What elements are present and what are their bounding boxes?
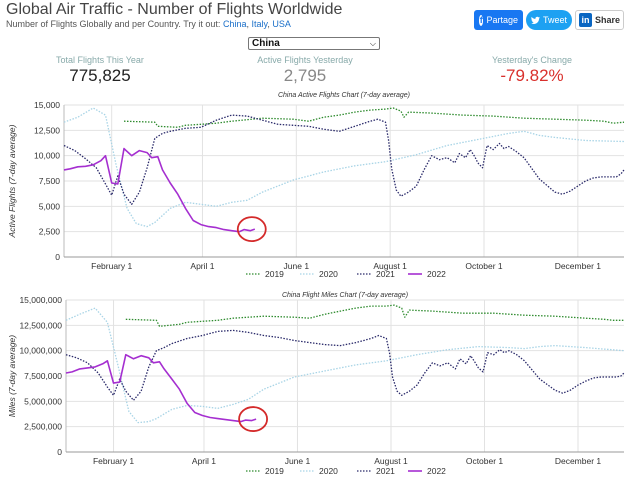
stat-label: Active Flights Yesterday — [257, 55, 353, 65]
facebook-share-button[interactable]: f Partage — [474, 10, 523, 30]
highlight-circle — [236, 216, 267, 243]
link-usa[interactable]: USA — [272, 19, 291, 29]
legend-label-2019: 2019 — [265, 466, 284, 476]
series-line-2020 — [63, 107, 625, 228]
legend-label-2019: 2019 — [265, 269, 284, 279]
x-tick-label: October 1 — [465, 261, 503, 271]
page-header: Global Air Traffic - Number of Flights W… — [0, 0, 640, 34]
y-tick-label: 7,500,000 — [24, 371, 62, 381]
x-tick-label: June 1 — [284, 261, 310, 271]
y-tick-label: 15,000,000 — [19, 295, 62, 305]
x-tick-label: December 1 — [555, 456, 602, 466]
legend-label-2022: 2022 — [427, 466, 446, 476]
active-flights-chart: China Active Flights Chart (7-day averag… — [7, 92, 625, 279]
y-tick-label: 5,000 — [39, 201, 61, 211]
linkedin-share-button[interactable]: in Share — [575, 10, 624, 30]
y-tick-label: 12,500 — [34, 125, 60, 135]
y-tick-label: 15,000 — [34, 100, 60, 110]
chart-legend: 2019 2020 2021 2022 — [246, 269, 446, 279]
stat-label: Total Flights This Year — [56, 55, 144, 65]
country-select-value: China — [252, 38, 280, 49]
y-tick-label: 2,500,000 — [24, 422, 62, 432]
x-tick-label: June 1 — [285, 456, 311, 466]
series-line-2019 — [123, 107, 625, 128]
y-tick-label: 7,500 — [39, 176, 61, 186]
series-line-2020 — [65, 307, 625, 424]
y-tick-label: 0 — [55, 252, 60, 262]
y-axis-label: Miles (7-day average) — [7, 335, 17, 417]
twitter-tweet-label: Tweet — [542, 15, 567, 25]
legend-label-2021: 2021 — [376, 466, 395, 476]
x-tick-label: December 1 — [555, 261, 602, 271]
y-tick-label: 5,000,000 — [24, 396, 62, 406]
facebook-icon: f — [479, 14, 484, 26]
stat-total-flights: Total Flights This Year 775,825 — [0, 55, 200, 86]
series-line-2021 — [63, 114, 625, 205]
x-tick-label: February 1 — [91, 261, 132, 271]
chart-title: China Flight Miles Chart (7-day average) — [282, 292, 408, 299]
legend-label-2020: 2020 — [319, 269, 338, 279]
stat-yesterday-change: Yesterday's Change -79.82% — [432, 55, 632, 86]
y-tick-label: 2,500 — [39, 227, 61, 237]
legend-label-2022: 2022 — [427, 269, 446, 279]
x-tick-label: October 1 — [466, 456, 504, 466]
link-italy[interactable]: Italy — [251, 19, 268, 29]
x-tick-label: April 1 — [190, 261, 214, 271]
series-line-2021 — [65, 329, 625, 401]
linkedin-share-label: Share — [594, 15, 620, 25]
facebook-share-label: Partage — [486, 15, 518, 25]
page-title: Global Air Traffic - Number of Flights W… — [6, 1, 343, 18]
y-axis-label: Active Flights (7-day average) — [7, 124, 17, 238]
country-select[interactable]: China ⌵ — [248, 37, 380, 50]
chart-legend: 2019 2020 2021 2022 — [246, 466, 446, 476]
y-tick-label: 10,000 — [34, 151, 60, 161]
x-tick-label: August 1 — [374, 456, 408, 466]
flight-miles-chart: China Flight Miles Chart (7-day average)… — [7, 292, 625, 476]
page-subtitle: Number of Flights Globally and per Count… — [6, 19, 291, 29]
highlight-circle — [238, 406, 268, 432]
stat-label: Yesterday's Change — [492, 55, 572, 65]
x-tick-label: April 1 — [192, 456, 216, 466]
x-tick-label: August 1 — [373, 261, 407, 271]
legend-label-2021: 2021 — [376, 269, 395, 279]
subtitle-text: Number of Flights Globally and per Count… — [6, 19, 223, 29]
linkedin-icon: in — [579, 13, 592, 27]
twitter-tweet-button[interactable]: Tweet — [526, 10, 572, 30]
twitter-bird-icon — [531, 16, 540, 24]
series-line-2022 — [63, 147, 256, 233]
y-tick-label: 10,000,000 — [19, 346, 62, 356]
stat-value: 775,825 — [69, 66, 131, 85]
chart-title: China Active Flights Chart (7-day averag… — [278, 92, 410, 99]
series-line-2022 — [65, 353, 257, 423]
x-tick-label: February 1 — [93, 456, 134, 466]
stat-value: 2,795 — [283, 66, 327, 85]
series-line-2019 — [125, 304, 624, 327]
stat-value: -79.82% — [500, 66, 564, 85]
link-china[interactable]: China — [222, 19, 247, 29]
chevron-down-icon: ⌵ — [369, 39, 376, 48]
legend-label-2020: 2020 — [319, 466, 338, 476]
y-tick-label: 12,500,000 — [19, 320, 62, 330]
y-tick-label: 0 — [57, 447, 62, 457]
stat-active-flights: Active Flights Yesterday 2,795 — [205, 55, 405, 86]
